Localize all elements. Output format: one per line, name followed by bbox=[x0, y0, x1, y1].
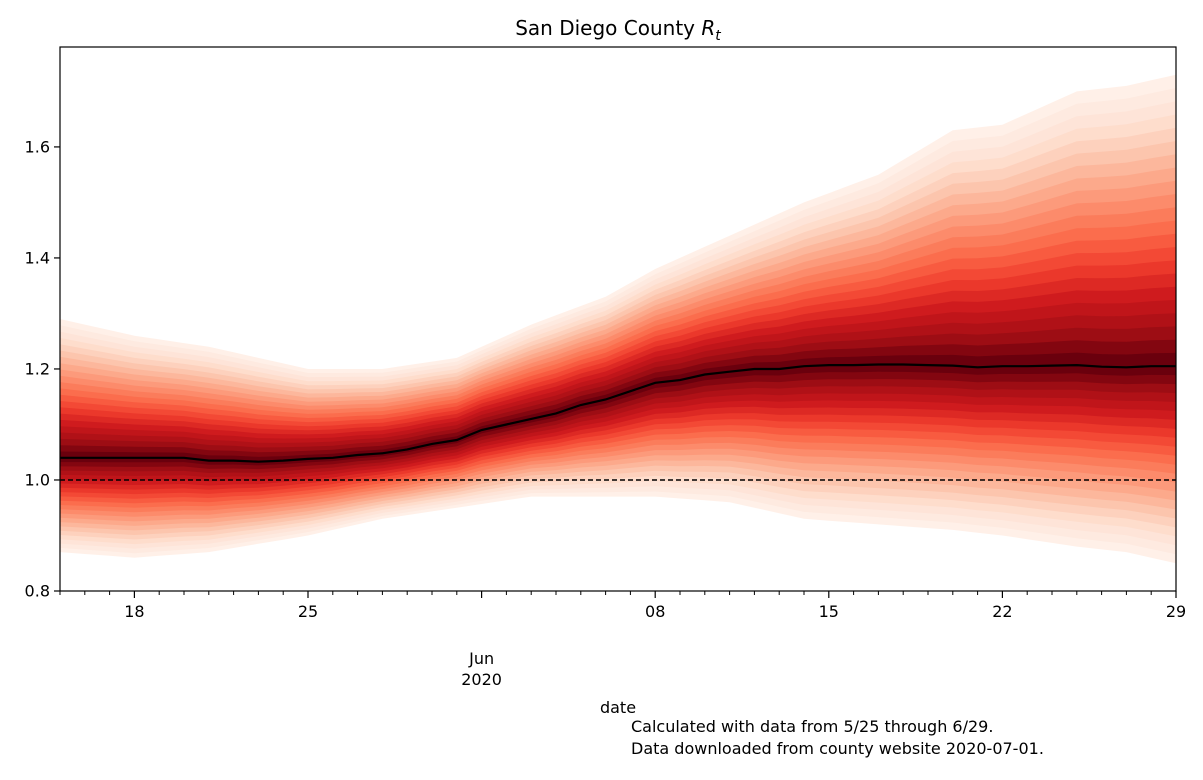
chart-title: San Diego County Rt bbox=[515, 16, 721, 44]
y-tick-label: 1.2 bbox=[25, 359, 50, 378]
x-tick-label: 15 bbox=[819, 602, 839, 621]
credible-band-21 bbox=[60, 352, 1176, 466]
title-math-base: R bbox=[701, 16, 715, 40]
footnote-line-1: Calculated with data from 5/25 through 6… bbox=[631, 717, 994, 736]
x-tick-label: 29 bbox=[1166, 602, 1186, 621]
x-axis-label: date bbox=[600, 698, 636, 717]
median-line bbox=[60, 363, 1176, 463]
x-tick-label: 18 bbox=[124, 602, 144, 621]
footnote-line-2: Data downloaded from county website 2020… bbox=[631, 739, 1044, 758]
x-tick-label: 25 bbox=[298, 602, 318, 621]
title-text: San Diego County bbox=[515, 16, 701, 40]
y-tick-label: 1.6 bbox=[25, 137, 50, 156]
x-tick-label: 22 bbox=[992, 602, 1012, 621]
y-tick-label: 1.0 bbox=[25, 470, 50, 489]
x-tick-label: Jun 2020 bbox=[461, 649, 502, 689]
x-tick-label: 08 bbox=[645, 602, 665, 621]
y-tick-label: 1.4 bbox=[25, 248, 50, 267]
y-tick-label: 0.8 bbox=[25, 582, 50, 601]
credible-band-20 bbox=[60, 339, 1176, 470]
plot-frame bbox=[59, 46, 1177, 592]
x-axis: 18 25 Jun 2020 08 15 22 29 bbox=[59, 591, 1186, 689]
y-axis: 0.8 1.0 1.2 1.4 1.6 bbox=[25, 137, 60, 601]
credible-interval-bands bbox=[60, 74, 1176, 564]
title-math-sub: t bbox=[715, 28, 721, 44]
